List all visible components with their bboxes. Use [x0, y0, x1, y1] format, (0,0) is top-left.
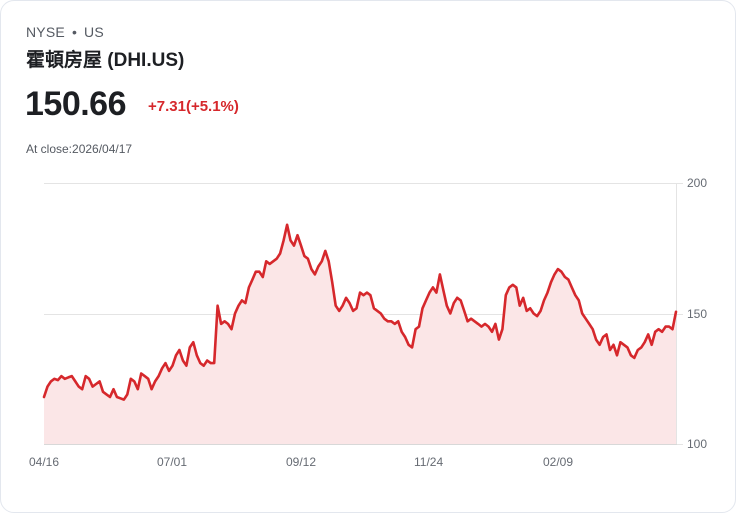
x-tick-0701: 07/01	[157, 455, 187, 469]
exchange-name: NYSE	[26, 24, 65, 40]
y-tick-100: 100	[687, 437, 707, 451]
x-axis-labels: 04/16 07/01 09/12 11/24 02/09	[29, 455, 573, 469]
y-tick-200: 200	[687, 176, 707, 190]
x-tick-0416: 04/16	[29, 455, 59, 469]
stock-price: 150.66	[25, 85, 127, 123]
x-tick-1124: 11/24	[414, 455, 443, 469]
region-name: US	[84, 24, 104, 40]
separator-dot: •	[71, 24, 78, 40]
stock-title: 霍頓房屋 (DHI.US)	[26, 50, 185, 71]
x-tick-0912: 09/12	[286, 455, 316, 469]
y-tick-150: 150	[687, 307, 707, 321]
x-tick-0209: 02/09	[543, 455, 573, 469]
y-axis-labels: 200 150 100	[687, 176, 707, 451]
exchange-line: NYSE • US	[26, 24, 104, 40]
price-area-fill	[44, 224, 676, 444]
price-line	[42, 223, 678, 401]
price-change: +7.31(+5.1%)	[148, 98, 239, 115]
close-date: At close:2026/04/17	[26, 142, 133, 156]
